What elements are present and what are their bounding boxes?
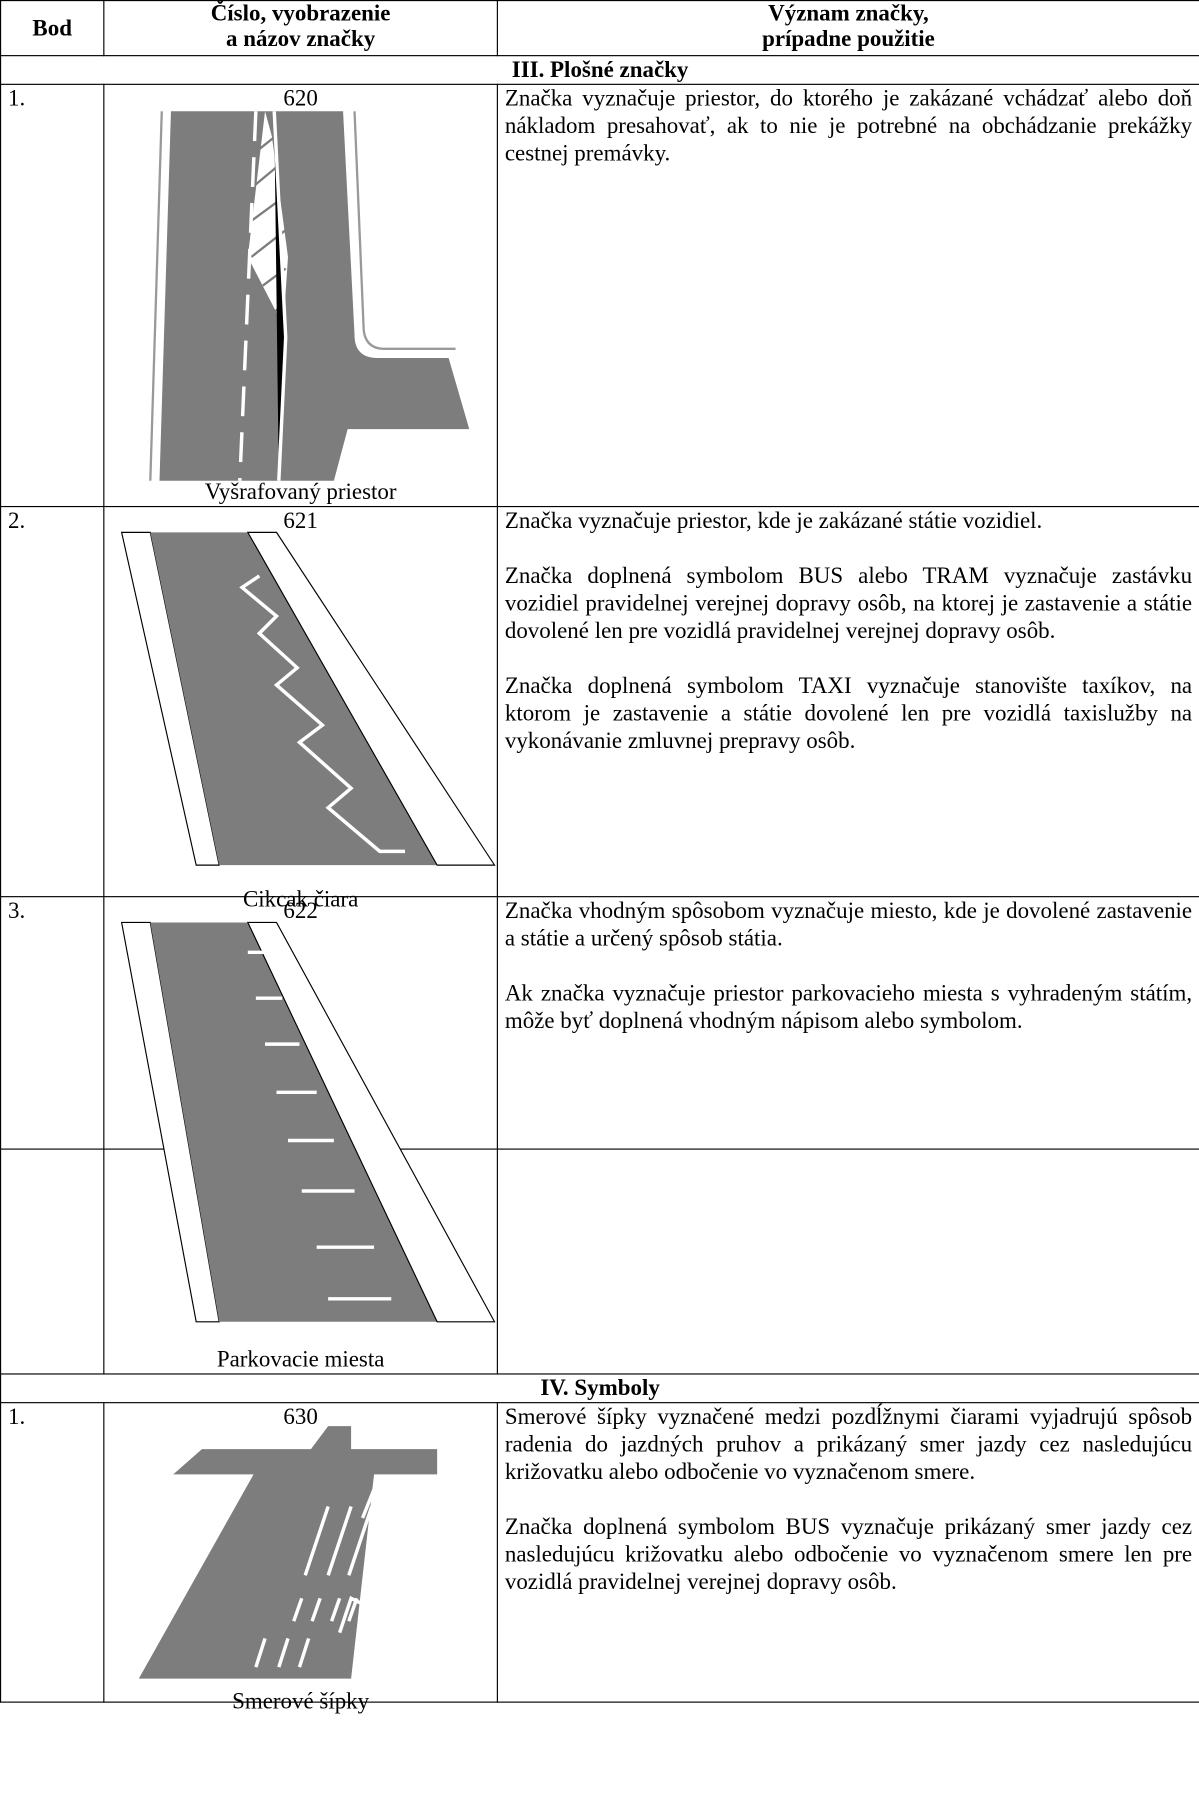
paragraph: Značka doplnená symbolom BUS alebo TRAM …	[504, 563, 1193, 644]
header-cell: Význam značky, prípadne použitie	[496, 0, 1199, 57]
sign-620-illustration	[149, 111, 470, 481]
paragraph: Značka vhodným spôsobom vyznačuje miesto…	[504, 898, 1193, 952]
sign-cell: 622	[103, 896, 498, 1323]
sign-630-illustration	[138, 1426, 438, 1679]
section-title: III. Plošné značky	[0, 55, 1199, 85]
signs-table: Bod Číslo, vyobrazenie a názov značky Vý…	[0, 0, 1199, 1714]
sign-cell: 621 Cikcak čiara	[103, 505, 498, 912]
sign-621-illustration	[120, 531, 496, 866]
bod: 2.	[0, 505, 105, 898]
paragraph: Smerové šípky vyznačené medzi pozdĺžnymi…	[504, 1404, 1193, 1485]
bod: 1.	[0, 1402, 105, 1703]
sign-cell: 630 Smerové šípky	[103, 1402, 498, 1714]
sign-name: Vyšrafovaný priestor	[204, 479, 397, 505]
meaning: Značka vhodným spôsobom vyznačuje miesto…	[496, 896, 1199, 1150]
paragraph: Ak značka vyznačuje priestor parkovacieh…	[504, 981, 1193, 1034]
meaning: Značka vyznačuje priestor, do ktorého je…	[496, 83, 1199, 508]
sign-name: Parkovacie miesta	[216, 1347, 385, 1373]
document: Bod Číslo, vyobrazenie a názov značky Vý…	[0, 0, 1199, 1714]
sign-cell: 620 Vyšrafovaný priestor	[103, 83, 498, 508]
section-title: IV. Symboly	[0, 1373, 1199, 1404]
sign-number: 621	[283, 508, 318, 534]
paragraph: Značka vyznačuje priestor, kde je zakáza…	[504, 508, 1043, 534]
bod: 3.	[0, 896, 105, 1150]
sign-number: 622	[283, 898, 318, 924]
sign-number: 620	[283, 86, 318, 112]
header-cell: Bod	[0, 0, 105, 57]
paragraph: Značka vyznačuje priestor, do ktorého je…	[504, 86, 1193, 167]
bod: 1.	[0, 83, 105, 508]
sign-number: 630	[283, 1404, 318, 1430]
sign-name: Smerové šípky	[232, 1688, 370, 1715]
header-cell: Číslo, vyobrazenie a názov značky	[103, 0, 498, 57]
meaning: Smerové šípky vyznačené medzi pozdĺžnymi…	[496, 1402, 1199, 1703]
sign-cell: Parkovacie miesta	[103, 1149, 498, 1375]
paragraph: Značka doplnená symbolom TAXI vyznačuje …	[504, 673, 1193, 754]
paragraph: Značka doplnená symbolom BUS vyznačuje p…	[504, 1514, 1193, 1595]
meaning: Značka vyznačuje priestor, kde je zakáza…	[496, 505, 1199, 898]
header-row: Bod Číslo, vyobrazenie a názov značky Vý…	[0, 0, 1199, 57]
